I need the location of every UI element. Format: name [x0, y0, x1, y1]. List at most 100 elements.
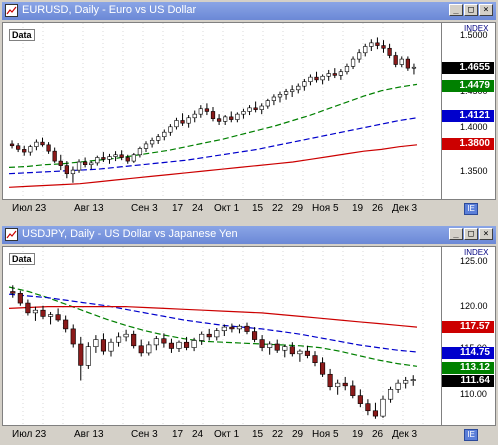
date-label: 15 — [252, 203, 264, 214]
candle-bull — [28, 146, 33, 153]
candle-bull — [70, 169, 76, 175]
candle-bear — [100, 339, 107, 352]
usdjpy-axis-tick: 110.00 — [460, 389, 487, 399]
usdjpy-price-axis[interactable] — [442, 246, 496, 426]
candle-bear — [381, 45, 386, 49]
candle-bear — [58, 160, 63, 166]
candle-bear — [405, 58, 410, 69]
date-label: Ноя 5 — [312, 429, 339, 440]
candle-bear — [312, 355, 318, 364]
candle-bear — [10, 291, 16, 294]
candle-bear — [327, 373, 333, 388]
candle-bear — [204, 108, 210, 112]
candle-bear — [78, 343, 84, 366]
candle-bull — [338, 71, 344, 76]
usdjpy-current-price-tag: 111.64 — [442, 375, 494, 387]
usdjpy-green-ma-tag: 113.12 — [442, 362, 494, 374]
date-label: Авг 13 — [74, 429, 104, 440]
candle-bear — [319, 362, 326, 375]
candle-bull — [137, 148, 143, 156]
candle-bear — [206, 333, 212, 338]
candle-bear — [210, 111, 216, 119]
candle-bull — [350, 58, 356, 67]
candle-bull — [214, 330, 220, 338]
usdjpy-date-axis[interactable]: Июл 23 Авг 13 Сен 3 17 24 Окт 1 15 22 29… — [2, 428, 442, 442]
candle-bull — [282, 346, 288, 351]
candle-bull — [143, 143, 149, 149]
date-label: Окт 1 — [214, 429, 240, 440]
candle-bear — [40, 309, 46, 317]
maximize-button[interactable]: □ — [464, 4, 478, 16]
candle-bull — [115, 336, 122, 343]
eurusd-index-label: INDEX — [464, 24, 489, 33]
candle-bull — [174, 120, 179, 128]
chart-window-icon — [5, 228, 18, 241]
ie-icon[interactable]: IE — [464, 429, 478, 441]
date-label: Ноя 5 — [312, 203, 339, 214]
candle-bull — [198, 108, 203, 115]
date-label: 29 — [292, 429, 304, 440]
candle-bull — [89, 162, 94, 166]
close-button[interactable]: × — [479, 4, 493, 16]
candle-bear — [342, 382, 348, 387]
candle-bull — [320, 75, 325, 81]
usdjpy-data-label[interactable]: Data — [9, 253, 35, 265]
date-label: 29 — [292, 203, 304, 214]
usdjpy-title-bar[interactable]: USDJPY, Daily - US Dollar vs Japanese Ye… — [2, 226, 496, 244]
candle-bear — [372, 410, 379, 417]
candle-bull — [76, 161, 82, 171]
eurusd-data-label[interactable]: Data — [9, 29, 35, 41]
date-label: Сен 3 — [131, 429, 158, 440]
candle-bull — [241, 111, 246, 115]
candle-bull — [259, 105, 264, 110]
minimize-button[interactable]: _ — [449, 228, 463, 240]
candle-bull — [156, 136, 161, 141]
eurusd-axis-tick: 1.4000 — [460, 122, 488, 132]
candle-bear — [131, 333, 137, 347]
candle-bull — [296, 85, 301, 91]
ie-icon[interactable]: IE — [464, 203, 478, 215]
candle-bear — [393, 55, 398, 65]
candle-bear — [25, 302, 31, 314]
eurusd-date-axis[interactable]: Июл 23 Авг 13 Сен 3 17 24 Окт 1 15 22 29… — [2, 202, 442, 216]
date-label: 17 — [172, 203, 184, 214]
candle-bear — [55, 314, 61, 321]
date-label: 22 — [272, 203, 284, 214]
candle-bull — [123, 333, 129, 338]
candle-bull — [107, 156, 112, 160]
eurusd-plot-area[interactable]: Data — [2, 22, 442, 200]
eurusd-red-ma-tag: 1.3800 — [442, 138, 494, 150]
candle-bear — [357, 395, 363, 404]
usdjpy-chart-window: USDJPY, Daily - US Dollar vs Japanese Ye… — [2, 226, 496, 443]
moving-average-line — [8, 286, 418, 367]
candle-bear — [289, 346, 295, 355]
minimize-button[interactable]: _ — [449, 4, 463, 16]
usdjpy-plot-area[interactable]: Data — [2, 246, 442, 426]
candle-bull — [369, 42, 374, 47]
candle-bear — [183, 341, 190, 348]
candle-bear — [52, 150, 57, 162]
candle-bull — [192, 113, 197, 119]
candle-bear — [22, 149, 27, 153]
maximize-button[interactable]: □ — [464, 228, 478, 240]
candle-bull — [399, 58, 404, 65]
candle-bull — [168, 126, 173, 133]
candle-bull — [108, 341, 114, 352]
usdjpy-blue-ma-tag: 114.75 — [442, 347, 494, 359]
candle-bull — [344, 66, 350, 73]
usdjpy-red-ma-tag: 117.57 — [442, 321, 494, 333]
candle-bull — [235, 113, 240, 120]
candle-bull — [153, 338, 159, 346]
close-button[interactable]: × — [479, 228, 493, 240]
date-label: 26 — [372, 203, 384, 214]
eurusd-current-price-tag: 1.4655 — [442, 62, 494, 74]
candle-bull — [113, 154, 118, 157]
candle-bear — [138, 345, 144, 354]
candle-bear — [259, 339, 265, 348]
eurusd-title-bar[interactable]: EURUSD, Daily - Euro vs US Dollar _ □ × — [2, 2, 496, 20]
candle-bear — [314, 76, 319, 81]
candle-bull — [308, 76, 313, 82]
eurusd-blue-ma-tag: 1.4121 — [442, 110, 494, 122]
candle-bull — [34, 141, 39, 147]
chart-window-icon — [5, 4, 18, 17]
